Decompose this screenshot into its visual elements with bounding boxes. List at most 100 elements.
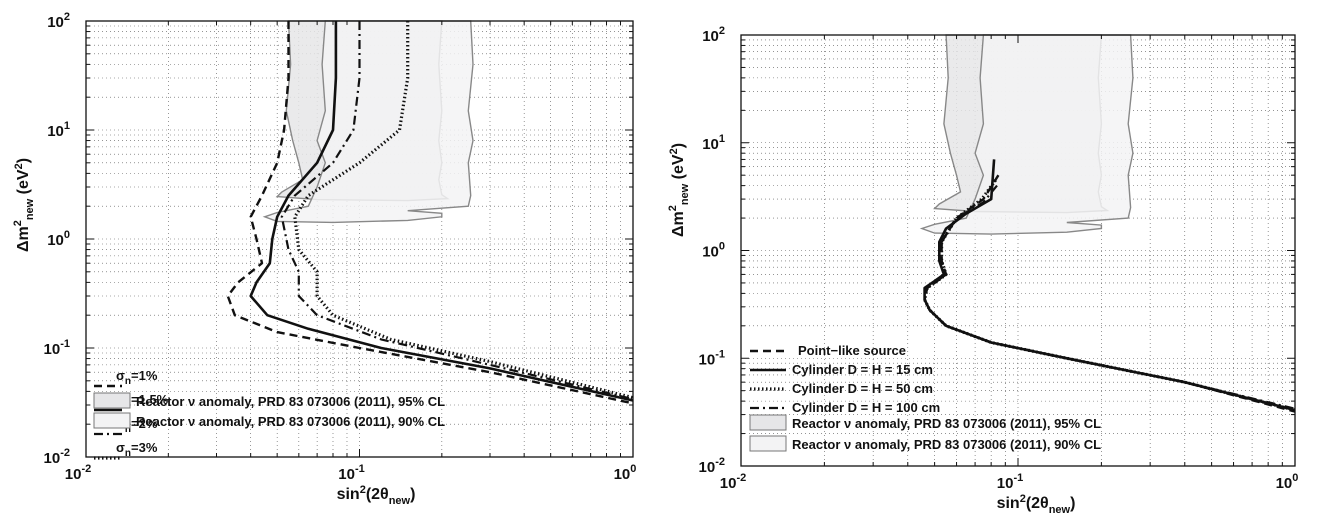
- y-axis-label-part: 2: [668, 148, 680, 154]
- tick-exponent: -2: [736, 472, 746, 484]
- legend-region-swatch-2: [93, 412, 131, 429]
- ticks: [85, 20, 634, 458]
- legend: Point−like source Cylinder D = H = 15 cm C…: [749, 343, 1101, 452]
- legend-region-swatch-1: [749, 414, 787, 431]
- y-tick-label: 10-1: [44, 338, 70, 358]
- tick-base: 10: [65, 466, 82, 483]
- y-tick-label: 100: [702, 241, 725, 261]
- series-line-3: [280, 21, 634, 401]
- tick-base: 10: [47, 123, 64, 140]
- y-tick-label: 100: [47, 229, 70, 249]
- legend-rest: =1%: [131, 368, 158, 383]
- legend-sigma: σ: [116, 368, 125, 383]
- region-90cl: [919, 34, 1134, 235]
- series-line-4: [923, 184, 1296, 410]
- series-lines: [226, 21, 634, 405]
- tick-base: 10: [47, 232, 64, 249]
- tick-exponent: -2: [715, 456, 725, 468]
- legend-region-label-2: Reactor ν anomaly, PRD 83 073006 (2011),…: [136, 414, 445, 429]
- x-tick-label: 100: [1276, 472, 1299, 492]
- tick-exponent: 1: [719, 133, 725, 145]
- y-axis-label-part: ): [670, 143, 687, 148]
- x-axis-label-part: (2θ: [1026, 495, 1049, 512]
- series-line-2: [249, 21, 634, 402]
- tick-base: 10: [702, 136, 719, 153]
- tick-base: 10: [47, 14, 64, 31]
- x-axis-label-part: new: [389, 495, 411, 507]
- x-axis-label: sin2(2θnew): [997, 493, 1076, 516]
- y-axis-label-part: 2: [13, 163, 25, 169]
- x-tick-label: 10-1: [338, 463, 364, 483]
- tick-base: 10: [44, 341, 61, 358]
- legend-rest: =3%: [131, 440, 158, 455]
- y-axis-label-part: new: [24, 198, 36, 220]
- legend-label-4: σn=3%: [116, 440, 158, 459]
- x-tick-label: 100: [614, 463, 637, 483]
- tick-base: 10: [614, 466, 631, 483]
- legend: σn=1%σn=1.5%σn=2%σn=3%Reactor ν anomaly,…: [93, 368, 445, 460]
- y-axis-label-part: (eV: [15, 169, 32, 199]
- chart-panel-1: 10-2 10-1 10010-210-1100101102sin2(2θnew)Δ…: [12, 11, 636, 507]
- y-axis-label: Δm2new (eV2): [667, 143, 691, 237]
- y-axis-label-part: ): [15, 158, 32, 163]
- series-line-4: [293, 21, 634, 400]
- x-tick-label: 10-1: [997, 472, 1023, 492]
- tick-exponent: -1: [60, 338, 70, 350]
- x-axis-label-part: 2: [360, 484, 366, 496]
- x-axis-label-part: ): [1070, 495, 1075, 512]
- y-axis-label-part: 2: [667, 205, 679, 211]
- tick-exponent: 2: [719, 25, 725, 37]
- x-axis-label-part: sin: [337, 486, 360, 503]
- tick-base: 10: [1276, 475, 1293, 492]
- legend-region-label-1: Reactor ν anomaly, PRD 83 073006 (2011),…: [792, 416, 1101, 431]
- tick-exponent: 0: [630, 463, 636, 475]
- tick-exponent: 0: [719, 241, 725, 253]
- legend-region-swatch-2: [749, 435, 787, 452]
- y-axis-label-part: Δm: [670, 211, 687, 237]
- ticks: [740, 34, 1296, 467]
- y-tick-label: 101: [702, 133, 725, 153]
- tick-base: 10: [699, 351, 716, 368]
- legend-label-2: Cylinder D = H = 15 cm: [792, 362, 933, 377]
- x-tick-label: 10-2: [65, 463, 91, 483]
- legend-rest: =1.5%: [131, 392, 169, 407]
- tick-exponent: -1: [355, 463, 365, 475]
- tick-exponent: 0: [64, 229, 70, 241]
- legend-sub: n: [125, 448, 131, 459]
- tick-exponent: -2: [81, 463, 91, 475]
- legend-region-swatch-1: [93, 392, 131, 409]
- chart-panel-2: 10-2 10-1 10010-210-1100101102sin2(2θnew)Δ…: [667, 25, 1298, 516]
- y-tick-label: 102: [702, 25, 725, 45]
- y-tick-label: 10-1: [699, 348, 725, 368]
- x-axis-label-part: 2: [1020, 493, 1026, 505]
- x-axis-label-part: new: [1049, 504, 1071, 516]
- legend-region-label-1: Reactor ν anomaly, PRD 83 073006 (2011),…: [136, 394, 445, 409]
- x-axis-label: sin2(2θnew): [337, 484, 416, 507]
- allowed-regions: [919, 34, 1134, 235]
- tick-base: 10: [702, 244, 719, 261]
- y-axis-label-part: (eV: [670, 154, 687, 184]
- x-axis-label-part: ): [410, 486, 415, 503]
- tick-base: 10: [699, 459, 716, 476]
- x-axis-label-part: sin: [997, 495, 1020, 512]
- tick-base: 10: [44, 450, 61, 467]
- legend-sub: n: [125, 376, 131, 387]
- x-axis-label-part: (2θ: [366, 486, 389, 503]
- tick-base: 10: [720, 475, 737, 492]
- tick-base: 10: [338, 466, 355, 483]
- legend-rest: =2%: [131, 416, 158, 431]
- y-axis-label: Δm2new (eV2): [12, 158, 36, 252]
- tick-exponent: 2: [64, 11, 70, 23]
- y-axis-label-part: new: [679, 183, 691, 205]
- tick-exponent: 0: [1292, 472, 1298, 484]
- x-tick-label: 10-2: [720, 472, 746, 492]
- tick-exponent: -1: [1013, 472, 1023, 484]
- tick-exponent: -1: [715, 348, 725, 360]
- series-lines: [923, 159, 1296, 413]
- legend-region-label-2: Reactor ν anomaly, PRD 83 073006 (2011),…: [792, 437, 1101, 452]
- region-90cl: [262, 20, 474, 224]
- legend-label-1: Point−like source: [798, 343, 906, 358]
- y-axis-label-part: 2: [12, 220, 24, 226]
- legend-sub: n: [125, 424, 131, 435]
- tick-base: 10: [702, 28, 719, 45]
